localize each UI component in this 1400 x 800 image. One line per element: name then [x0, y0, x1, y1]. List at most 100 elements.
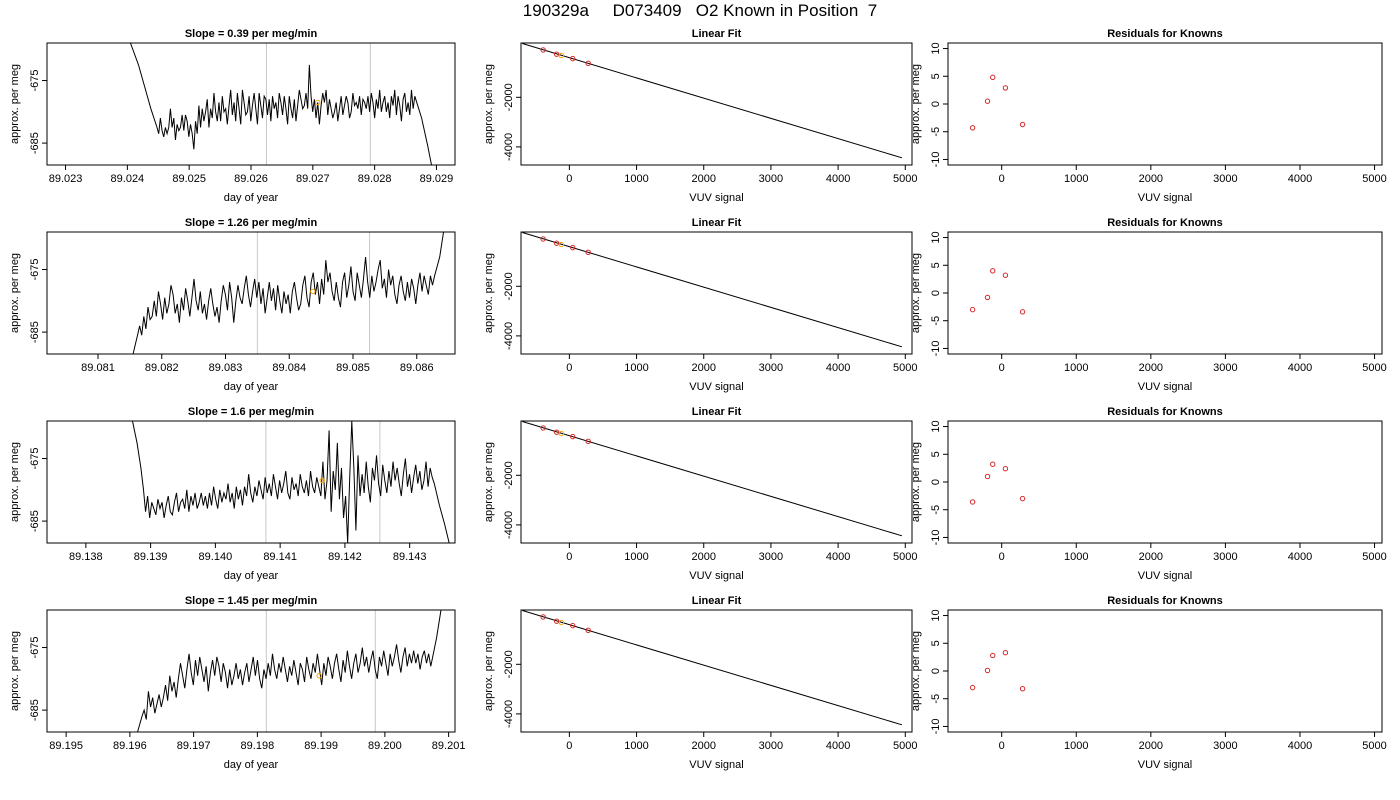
- x-tick-label: 89.140: [199, 551, 233, 563]
- x-tick-label: 89.085: [336, 362, 370, 374]
- data-point: [1002, 465, 1009, 472]
- panel-2: Linear Fit 0 1000 2000 3000 4000 5000 -2000 -400…: [483, 28, 918, 204]
- x-tick-label: 1000: [1064, 551, 1088, 563]
- series-line: [132, 232, 445, 354]
- data-point: [1002, 85, 1009, 91]
- x-axis-label: day of year: [224, 759, 279, 771]
- x-tick-label: 89.028: [358, 173, 392, 185]
- x-tick-label: 0: [999, 551, 1005, 563]
- panel-title: Slope = 1.6 per meg/min: [188, 406, 315, 418]
- highlight-point: [316, 672, 322, 679]
- data-point: [984, 473, 991, 480]
- x-axis-label: VUV signal: [689, 759, 743, 771]
- data-point: [990, 74, 996, 81]
- data-point: [1019, 309, 1026, 315]
- plot-area: [132, 232, 445, 354]
- x-axis-label: VUV signal: [1138, 381, 1192, 393]
- y-axis-label: approx. per meg: [9, 64, 21, 144]
- data-point: [969, 499, 976, 505]
- panel-title: Slope = 1.26 per meg/min: [185, 217, 318, 229]
- panel-11: Linear Fit 0 1000 2000 3000 4000 5000 -2000 -400…: [483, 595, 918, 771]
- plot-area: [129, 43, 433, 165]
- x-tick-label: 3000: [759, 740, 783, 752]
- x-tick-label: 0: [566, 740, 572, 752]
- y-tick-label: 5: [930, 262, 942, 268]
- x-tick-label: 4000: [826, 362, 850, 374]
- data-point: [585, 249, 591, 256]
- x-tick-label: 89.195: [49, 740, 83, 752]
- y-tick-label: -4000: [503, 511, 515, 539]
- y-tick-label: 5: [930, 73, 942, 79]
- data-point: [990, 461, 996, 467]
- x-tick-label: 4000: [826, 173, 850, 185]
- fit-line: [522, 232, 903, 348]
- x-tick-label: 89.196: [113, 740, 147, 752]
- plot-frame: [520, 42, 913, 166]
- highlight-point: [315, 99, 321, 106]
- y-tick-label: -5: [930, 505, 942, 515]
- data-point: [585, 627, 591, 634]
- highlight-point: [319, 477, 325, 484]
- x-tick-label: 3000: [1213, 173, 1237, 185]
- y-tick-label: 0: [930, 290, 942, 296]
- x-tick-label: 2000: [1139, 740, 1163, 752]
- y-tick-label: -5: [930, 316, 942, 326]
- data-point: [570, 433, 576, 440]
- plot-area: [522, 232, 903, 348]
- data-point: [969, 125, 976, 131]
- data-point: [570, 622, 576, 629]
- plot-frame: [46, 231, 456, 355]
- data-point: [984, 294, 991, 301]
- data-point: [1019, 686, 1026, 692]
- y-axis-label: approx. per meg: [483, 64, 495, 144]
- data-point: [553, 240, 560, 246]
- x-tick-label: 3000: [759, 362, 783, 374]
- plot-area: [969, 74, 1026, 131]
- x-tick-label: 0: [566, 173, 572, 185]
- x-tick-label: 0: [566, 362, 572, 374]
- x-tick-label: 4000: [826, 551, 850, 563]
- x-tick-label: 1000: [1064, 740, 1088, 752]
- data-point: [585, 438, 591, 445]
- x-tick-label: 89.084: [272, 362, 306, 374]
- data-point: [558, 241, 565, 248]
- y-axis-label: approx. per meg: [483, 253, 495, 333]
- x-tick-label: 4000: [1288, 173, 1312, 185]
- plot-area: [522, 610, 903, 726]
- y-tick-label: -685: [29, 132, 41, 154]
- plot-frame: [520, 609, 913, 733]
- x-tick-label: 89.138: [69, 551, 103, 563]
- x-tick-label: 3000: [1213, 362, 1237, 374]
- x-tick-label: 89.141: [263, 551, 297, 563]
- plot-frame: [947, 231, 1383, 355]
- y-axis-label: approx. per meg: [910, 64, 922, 144]
- x-tick-label: 2000: [1139, 173, 1163, 185]
- fit-line: [522, 43, 903, 159]
- data-point: [540, 236, 546, 242]
- data-point: [570, 244, 576, 251]
- x-tick-label: 89.201: [432, 740, 466, 752]
- x-tick-label: 89.026: [234, 173, 268, 185]
- y-axis-label: approx. per meg: [910, 253, 922, 333]
- x-axis-label: day of year: [224, 570, 279, 582]
- y-axis-label: approx. per meg: [9, 631, 21, 711]
- x-tick-label: 89.023: [49, 173, 83, 185]
- x-axis-label: day of year: [224, 381, 279, 393]
- x-axis-label: VUV signal: [1138, 570, 1192, 582]
- data-point: [540, 47, 546, 53]
- data-point: [553, 429, 560, 435]
- x-axis-label: VUV signal: [689, 570, 743, 582]
- data-point: [553, 51, 560, 57]
- panel-title: Residuals for Knowns: [1107, 28, 1223, 40]
- x-tick-label: 0: [999, 740, 1005, 752]
- x-tick-label: 89.199: [304, 740, 338, 752]
- figure-title: 190329a D073409 O2 Known in Position 7: [522, 1, 878, 20]
- panel-4: Slope = 1.26 per meg/min 89.081 89.082 89.0…: [9, 217, 456, 393]
- x-tick-label: 89.139: [134, 551, 168, 563]
- panel-title: Linear Fit: [692, 28, 742, 40]
- y-tick-label: -2000: [503, 650, 515, 678]
- plot-area: [522, 43, 903, 159]
- y-axis-label: approx. per meg: [910, 631, 922, 711]
- panel-1: Slope = 0.39 per meg/min 89.023 89.024 89.0…: [9, 28, 456, 204]
